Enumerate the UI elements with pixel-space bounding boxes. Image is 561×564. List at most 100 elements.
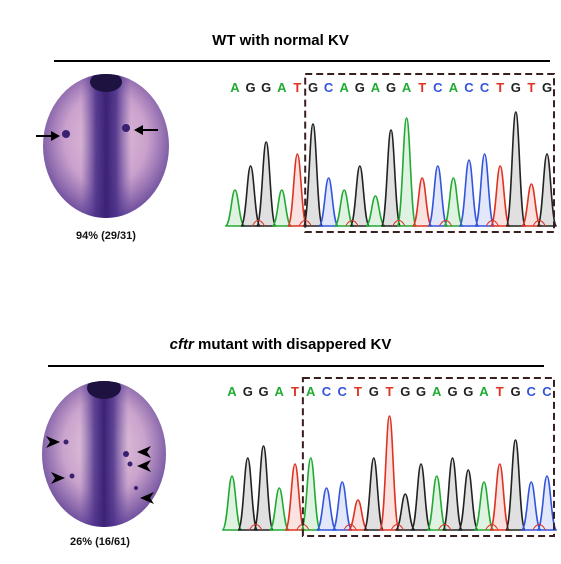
base-call-letter: C <box>324 80 334 95</box>
chromatogram-peak <box>489 165 511 227</box>
chromatogram-peak <box>237 457 259 531</box>
panel-2-embryo-image <box>42 381 166 527</box>
base-call-letter: T <box>386 384 394 399</box>
panel-2-title: cftr mutant with disappered KV <box>0 336 561 353</box>
chromatogram-peak <box>505 111 527 227</box>
base-call-letter: G <box>463 384 473 399</box>
panel-1-title-text: WT with normal KV <box>212 32 349 49</box>
arrowhead-icon <box>137 446 151 458</box>
base-call-letter: G <box>369 384 379 399</box>
base-call-letter: T <box>527 80 535 95</box>
base-call-letter: T <box>291 384 299 399</box>
base-call-letter: G <box>400 384 410 399</box>
chromatogram-peak <box>378 415 401 531</box>
highlight-box <box>301 377 555 537</box>
base-call-letter: A <box>277 80 287 95</box>
chromatogram-noise-peak <box>532 523 546 531</box>
chromatogram-peak <box>520 481 542 531</box>
chromatogram-peak <box>221 475 243 531</box>
chromatogram-peak <box>286 153 308 227</box>
base-call-letter: C <box>322 384 332 399</box>
base-call-letter: A <box>479 384 489 399</box>
arrowhead-icon <box>140 492 154 504</box>
chromatogram-peak <box>411 177 433 227</box>
base-call-letter: G <box>246 80 256 95</box>
arrowhead-icon <box>46 436 60 448</box>
chromatogram-peak <box>302 123 324 227</box>
panel-1-arrows <box>36 125 158 141</box>
arrowhead-icon <box>137 460 151 472</box>
chromatogram-peak <box>441 457 464 531</box>
base-call-letter: T <box>354 384 362 399</box>
chromatogram-peak <box>363 457 385 531</box>
base-call-letter: T <box>293 80 301 95</box>
base-call-letter: C <box>542 384 552 399</box>
base-call-letter: G <box>308 80 318 95</box>
chromatogram-peak <box>396 117 418 227</box>
panel-1-title: WT with normal KV <box>0 32 561 49</box>
chromatogram-noise-peak <box>251 219 266 227</box>
base-call-letter: C <box>527 384 537 399</box>
chromatogram-peak <box>224 189 246 227</box>
base-call-letter: G <box>261 80 271 95</box>
base-call-letter: G <box>355 80 365 95</box>
chromatogram-peak <box>255 141 277 227</box>
arrow-left-icon <box>134 125 158 135</box>
base-call-letter: T <box>418 80 426 95</box>
base-call-letter: T <box>496 80 504 95</box>
base-call-letter: A <box>402 80 412 95</box>
base-call-letter: G <box>447 384 457 399</box>
chromatogram-noise-peak <box>343 523 357 531</box>
base-call-letter: A <box>371 80 381 95</box>
chromatogram-noise-peak <box>532 219 546 227</box>
chromatogram-noise-peak <box>437 523 452 531</box>
panel-2-title-text: mutant with disappered KV <box>193 336 392 353</box>
base-call-letter: A <box>306 384 316 399</box>
base-call-letter: A <box>449 80 459 95</box>
chromatogram-peak <box>284 463 306 531</box>
chromatogram-peak <box>300 457 322 531</box>
base-call-letter: G <box>510 384 520 399</box>
panel-2-caption: 26% (16/61) <box>70 536 130 548</box>
chromatogram-noise-peak <box>392 219 406 227</box>
chromatogram-peak <box>252 445 275 531</box>
chromatogram-peak <box>536 153 558 227</box>
chromatogram-peak <box>380 129 402 227</box>
base-call-letter: G <box>416 384 426 399</box>
chromatogram-noise-peak <box>485 219 500 227</box>
chromatogram-peak <box>457 469 479 531</box>
chromatogram-peak <box>442 177 464 227</box>
chromatogram-peak <box>365 195 386 227</box>
base-call-letter: G <box>243 384 253 399</box>
chromatogram-peak <box>347 499 369 531</box>
chromatogram-peak <box>349 165 371 227</box>
panel-2-rule <box>48 365 544 367</box>
chromatogram-peak <box>333 189 355 227</box>
chromatogram-peak <box>240 165 262 227</box>
chromatogram-noise-peak <box>248 523 263 531</box>
chromatogram-peak <box>458 159 480 227</box>
base-call-letter: T <box>496 384 504 399</box>
chromatogram-peak <box>489 463 511 531</box>
chromatogram-peak <box>315 487 338 531</box>
chromatogram-noise-peak <box>485 523 499 531</box>
base-call-letter: A <box>275 384 285 399</box>
base-call-letter: A <box>230 80 240 95</box>
chromatogram-noise-peak <box>298 219 312 227</box>
chromatogram-peak <box>394 493 416 531</box>
highlight-box <box>304 73 555 233</box>
chromatogram-noise-peak <box>390 523 405 531</box>
arrowhead-icon <box>51 472 65 484</box>
chromatogram-peak <box>410 463 432 531</box>
base-call-letter: G <box>386 80 396 95</box>
base-call-letter: A <box>432 384 442 399</box>
chromatogram-peak <box>426 475 448 531</box>
chromatogram-peak <box>520 183 542 227</box>
base-call-letter: G <box>258 384 268 399</box>
base-call-letter: C <box>433 80 443 95</box>
chromatogram-noise-peak <box>438 219 453 227</box>
chromatogram-noise-peak <box>345 219 359 227</box>
arrow-right-icon <box>36 131 60 141</box>
